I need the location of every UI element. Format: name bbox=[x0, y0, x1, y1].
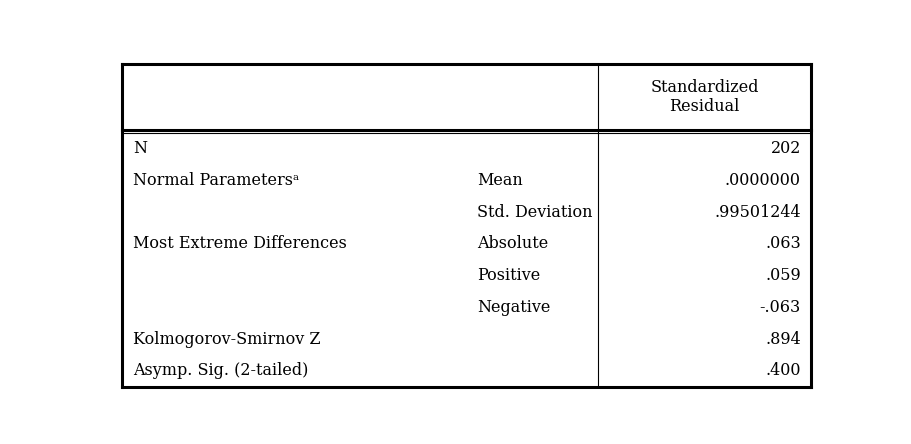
Text: Kolmogorov-Smirnov Z: Kolmogorov-Smirnov Z bbox=[133, 330, 321, 348]
Text: .063: .063 bbox=[765, 235, 801, 253]
Text: Mean: Mean bbox=[477, 172, 523, 189]
Text: N: N bbox=[133, 140, 147, 157]
Text: .894: .894 bbox=[765, 330, 801, 348]
Text: Negative: Negative bbox=[477, 299, 551, 316]
Text: Absolute: Absolute bbox=[477, 235, 548, 253]
Text: .99501244: .99501244 bbox=[714, 204, 801, 221]
Text: .400: .400 bbox=[765, 362, 801, 379]
Text: -.063: -.063 bbox=[760, 299, 801, 316]
Text: .0000000: .0000000 bbox=[725, 172, 801, 189]
Text: Normal Parametersᵃ: Normal Parametersᵃ bbox=[133, 172, 299, 189]
Text: Most Extreme Differences: Most Extreme Differences bbox=[133, 235, 347, 253]
Text: Positive: Positive bbox=[477, 267, 541, 284]
Text: 202: 202 bbox=[771, 140, 801, 157]
Text: Standardized
Residual: Standardized Residual bbox=[650, 79, 759, 115]
Text: .059: .059 bbox=[765, 267, 801, 284]
Text: Asymp. Sig. (2-tailed): Asymp. Sig. (2-tailed) bbox=[133, 362, 308, 379]
Text: Std. Deviation: Std. Deviation bbox=[477, 204, 593, 221]
